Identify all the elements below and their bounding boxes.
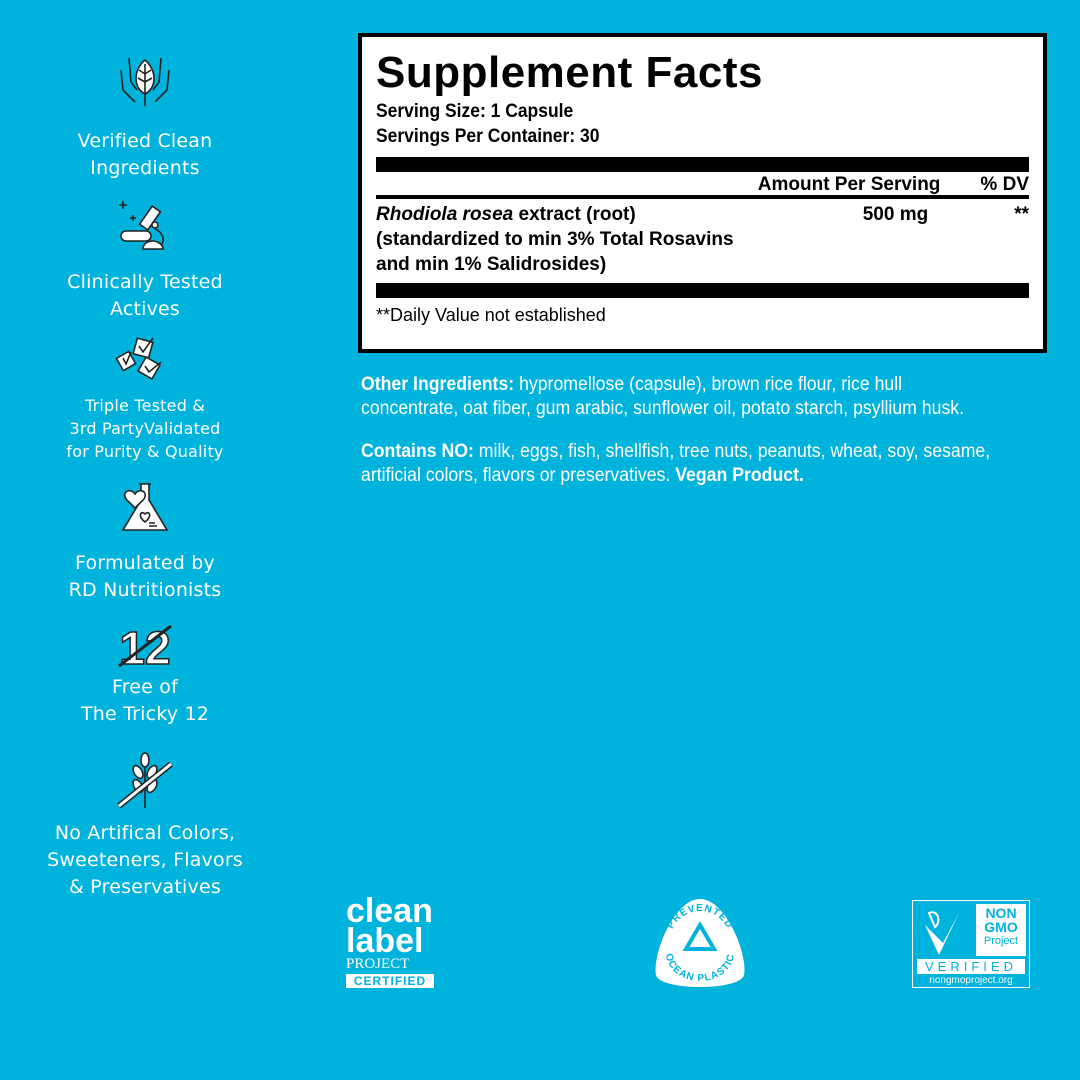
allergen-statement: Contains NO: milk, eggs, fish, shellfish…: [361, 440, 1003, 488]
footnote: **Daily Value not established: [376, 305, 606, 325]
feature-label: No Artifical Colors,: [54, 822, 236, 844]
feature-triple-tested: Triple Tested & 3rd PartyValidated for Pur…: [40, 336, 250, 463]
feature-label: Actives: [109, 298, 181, 320]
feature-label: 3rd PartyValidated: [69, 419, 221, 438]
non-gmo-logo: NON GMO Project VERIFIED nongmoproject.org: [912, 900, 1030, 988]
other-ingredients-label: Other Ingredients:: [361, 374, 515, 395]
vegan-label: Vegan Product.: [675, 465, 804, 486]
facts-header-row: Amount Per Serving % DV: [376, 172, 1029, 199]
ingredient-name: extract (root): [513, 204, 636, 225]
feature-label: Ingredients: [90, 157, 200, 179]
feature-tricky-12: 12 Free of The Tricky 12: [40, 620, 250, 728]
feature-no-artificial: No Artifical Colors, Sweeteners, Flavors &…: [40, 750, 250, 901]
thick-divider: [376, 283, 1029, 298]
ingredient-latin-name: Rhodiola rosea: [376, 204, 514, 225]
crossed-12-icon: 12: [118, 621, 172, 670]
ingredient-detail: (standardized to min 3% Total Rosavins: [376, 229, 734, 250]
supplement-facts-panel: Supplement Facts Serving Size: 1 Capsule…: [358, 33, 1047, 353]
clean-label-logo: clean label PROJECT CERTIFIED: [346, 892, 434, 988]
feature-verified-clean: Verified Clean Ingredients: [40, 52, 250, 182]
feature-label: Formulated by: [75, 552, 215, 574]
feature-label: for Purity & Quality: [66, 442, 224, 461]
dv-header: % DV: [980, 173, 1029, 195]
feature-label: The Tricky 12: [80, 703, 210, 725]
butterfly-check-icon: [925, 911, 959, 955]
feature-label: RD Nutritionists: [68, 579, 222, 601]
checkmarks-icon: [115, 337, 162, 381]
contains-label: Contains NO:: [361, 441, 474, 462]
ingredient-row: Rhodiola rosea extract (root) (standardiz…: [376, 199, 1029, 283]
microscope-icon: [119, 201, 164, 250]
crossed-wheat-icon: [117, 752, 173, 809]
feature-label: Clinically Tested: [67, 271, 223, 293]
other-ingredients: Other Ingredients: hypromellose (capsule…: [361, 373, 1003, 421]
feature-label: Sweeteners, Flavors: [47, 849, 243, 871]
ingredient-detail: and min 1% Salidrosides): [376, 254, 607, 275]
feature-label: & Preservatives: [69, 876, 221, 898]
feature-clinically-tested: Clinically Tested Actives: [40, 195, 250, 323]
feature-label: Free of: [111, 676, 179, 698]
contains-text: milk, eggs, fish, shellfish, tree nuts, …: [361, 441, 991, 486]
other-ingredients-text: hypromellose (capsule), brown rice flour…: [361, 374, 965, 419]
ingredient-dv: **: [1014, 204, 1029, 225]
servings-per-container: Servings Per Container: 30: [376, 126, 600, 147]
thick-divider: [376, 157, 1029, 172]
facts-title: Supplement Facts: [376, 48, 763, 97]
serving-size: Serving Size: 1 Capsule: [376, 101, 574, 122]
prevented-ocean-plastic-logo: PREVENTED OCEAN PLASTIC: [655, 899, 745, 987]
recycle-icon: [682, 921, 718, 951]
hands-leaf-icon: [120, 57, 170, 106]
ingredient-amount: 500 mg: [862, 204, 929, 225]
feature-label: Verified Clean: [77, 130, 213, 152]
feature-label: Triple Tested &: [84, 396, 206, 415]
feature-formulated: Formulated by RD Nutritionists: [40, 480, 250, 604]
amount-header: Amount Per Serving: [757, 173, 941, 195]
heart-flask-icon: [121, 483, 169, 531]
